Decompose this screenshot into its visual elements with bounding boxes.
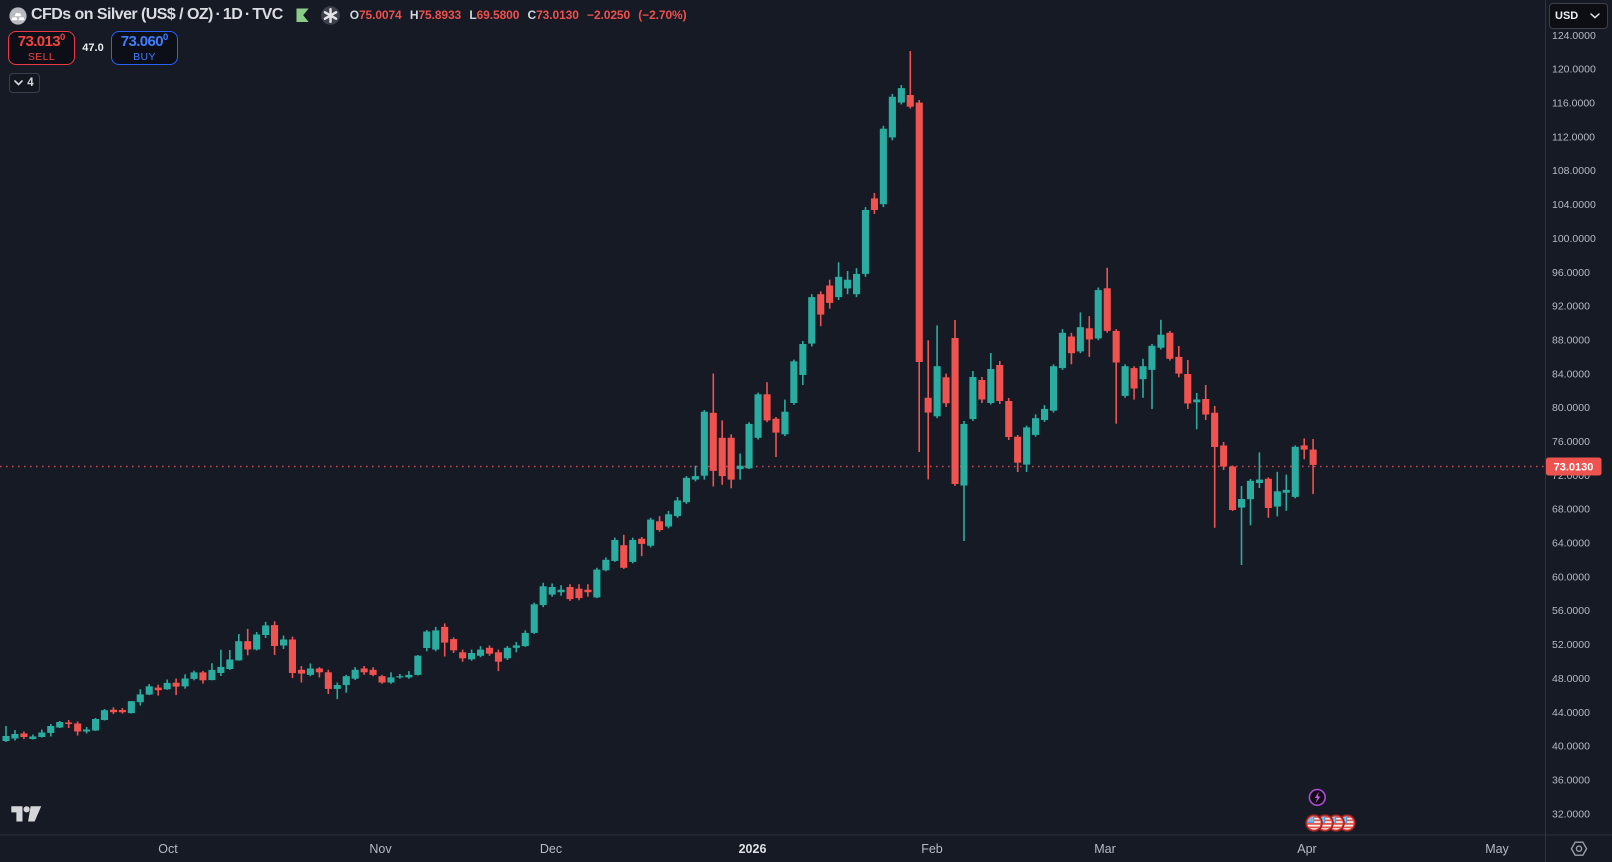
svg-text:2026: 2026: [739, 842, 767, 856]
svg-text:32.0000: 32.0000: [1552, 808, 1590, 820]
svg-text:96.0000: 96.0000: [1552, 267, 1590, 279]
svg-text:48.0000: 48.0000: [1552, 673, 1590, 685]
svg-text:68.0000: 68.0000: [1552, 504, 1590, 516]
svg-text:112.0000: 112.0000: [1552, 131, 1595, 143]
svg-text:Feb: Feb: [921, 842, 943, 856]
svg-text:May: May: [1485, 842, 1509, 856]
svg-text:120.0000: 120.0000: [1552, 64, 1596, 76]
svg-text:88.0000: 88.0000: [1552, 335, 1590, 347]
svg-text:Apr: Apr: [1297, 842, 1316, 856]
svg-text:116.0000: 116.0000: [1552, 98, 1595, 110]
svg-text:92.0000: 92.0000: [1552, 301, 1590, 313]
svg-text:80.0000: 80.0000: [1552, 402, 1590, 414]
svg-text:44.0000: 44.0000: [1552, 707, 1590, 719]
svg-text:36.0000: 36.0000: [1552, 775, 1590, 787]
svg-text:73.0130: 73.0130: [1554, 462, 1594, 474]
svg-text:Nov: Nov: [369, 842, 392, 856]
svg-text:Mar: Mar: [1094, 842, 1116, 856]
svg-text:100.0000: 100.0000: [1552, 233, 1596, 245]
svg-text:40.0000: 40.0000: [1552, 741, 1590, 753]
svg-text:108.0000: 108.0000: [1552, 165, 1596, 177]
svg-text:104.0000: 104.0000: [1552, 199, 1596, 211]
svg-text:84.0000: 84.0000: [1552, 368, 1590, 380]
svg-text:60.0000: 60.0000: [1552, 571, 1590, 583]
svg-text:52.0000: 52.0000: [1552, 639, 1590, 651]
svg-text:56.0000: 56.0000: [1552, 605, 1590, 617]
svg-text:Dec: Dec: [540, 842, 562, 856]
svg-text:124.0000: 124.0000: [1552, 30, 1596, 42]
svg-text:Oct: Oct: [158, 842, 178, 856]
svg-text:76.0000: 76.0000: [1552, 436, 1590, 448]
svg-text:64.0000: 64.0000: [1552, 538, 1590, 550]
